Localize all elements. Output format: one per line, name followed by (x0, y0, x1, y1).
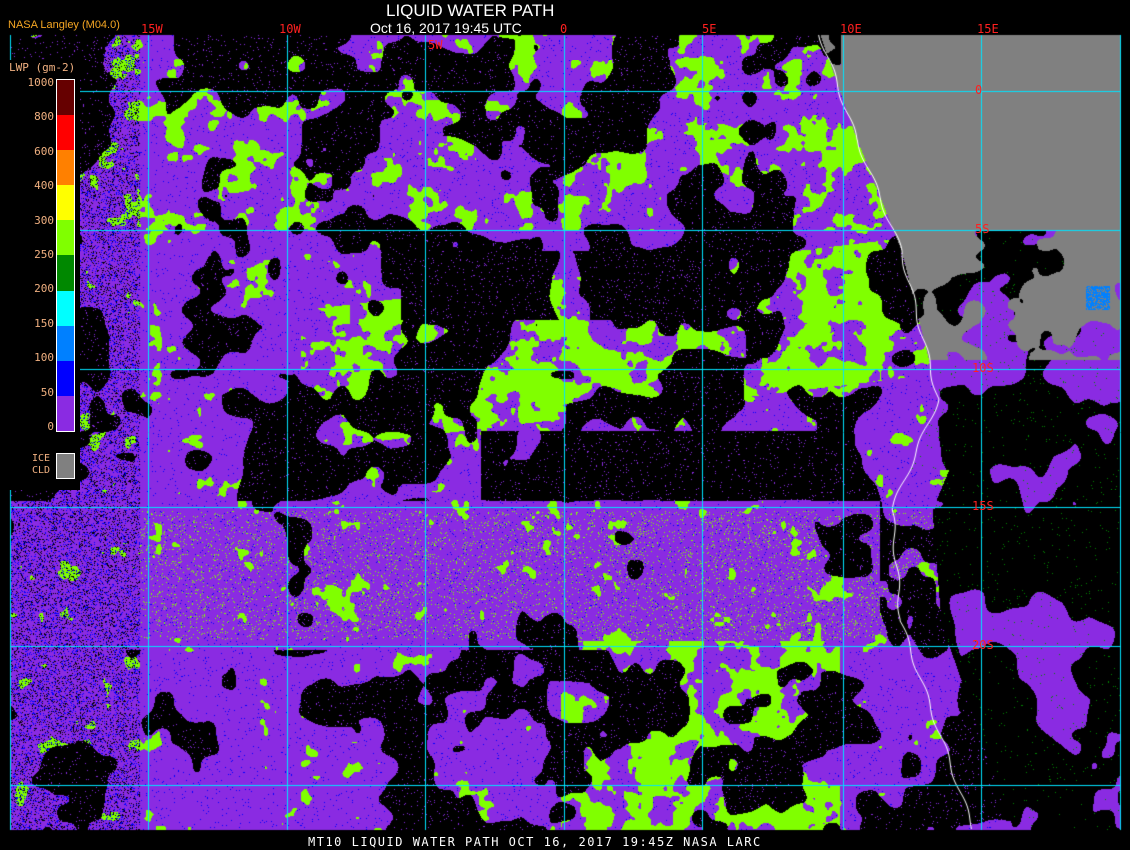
lon-label: 10W (279, 22, 301, 36)
legend-level: 250 (34, 248, 54, 261)
legend-band (57, 360, 74, 396)
legend-band (57, 80, 74, 116)
lat-label: 5S (975, 222, 990, 236)
legend-level: 800 (34, 110, 54, 124)
legend-level: 100 (34, 351, 54, 365)
legend-band (57, 255, 74, 291)
color-legend: LWP (gm-2) 1000 800 600 400 300 250 200 150 100 5… (8, 60, 80, 490)
legend-band (57, 115, 74, 151)
map-datetime: Oct 16, 2017 19:45 UTC (370, 20, 522, 36)
provider-label: NASA Langley (M04.0) (8, 19, 120, 31)
legend-band (57, 290, 74, 326)
legend-band (57, 150, 74, 186)
legend-level: 600 (34, 144, 54, 158)
legend-level: 1000 (27, 76, 55, 89)
legend-band (57, 185, 74, 221)
lon-label: 5E (702, 22, 717, 36)
ice-cloud-swatch (56, 453, 75, 479)
legend-level: 150 (34, 316, 54, 330)
legend-band (57, 325, 74, 361)
ice-label: ICE (32, 453, 51, 464)
legend-color-bar (56, 79, 75, 432)
lon-label: 10E (840, 22, 862, 36)
lon-label: 15W (141, 22, 163, 36)
lat-label: 20S (972, 638, 994, 652)
lon-label: 0 (560, 22, 568, 36)
legend-title: LWP (gm-2) (9, 61, 76, 74)
legend-level: 300 (34, 213, 54, 227)
lon-label: 5W (428, 38, 443, 52)
legend-band (57, 220, 74, 256)
legend-level: 400 (34, 179, 54, 193)
lat-label: 15S (972, 499, 994, 513)
map-title: LIQUID WATER PATH (386, 1, 555, 20)
legend-level: 50 (40, 385, 54, 399)
footer-caption: MT10 LIQUID WATER PATH OCT 16, 2017 19:4… (308, 835, 762, 849)
lat-label: 10S (972, 361, 994, 375)
lon-label: 15E (977, 22, 999, 36)
legend-level: 200 (34, 282, 54, 296)
lat-label: 0 (975, 83, 983, 97)
cloud-label: CLD (32, 465, 51, 476)
legend-level: 0 (47, 420, 54, 433)
legend-band (57, 395, 74, 431)
